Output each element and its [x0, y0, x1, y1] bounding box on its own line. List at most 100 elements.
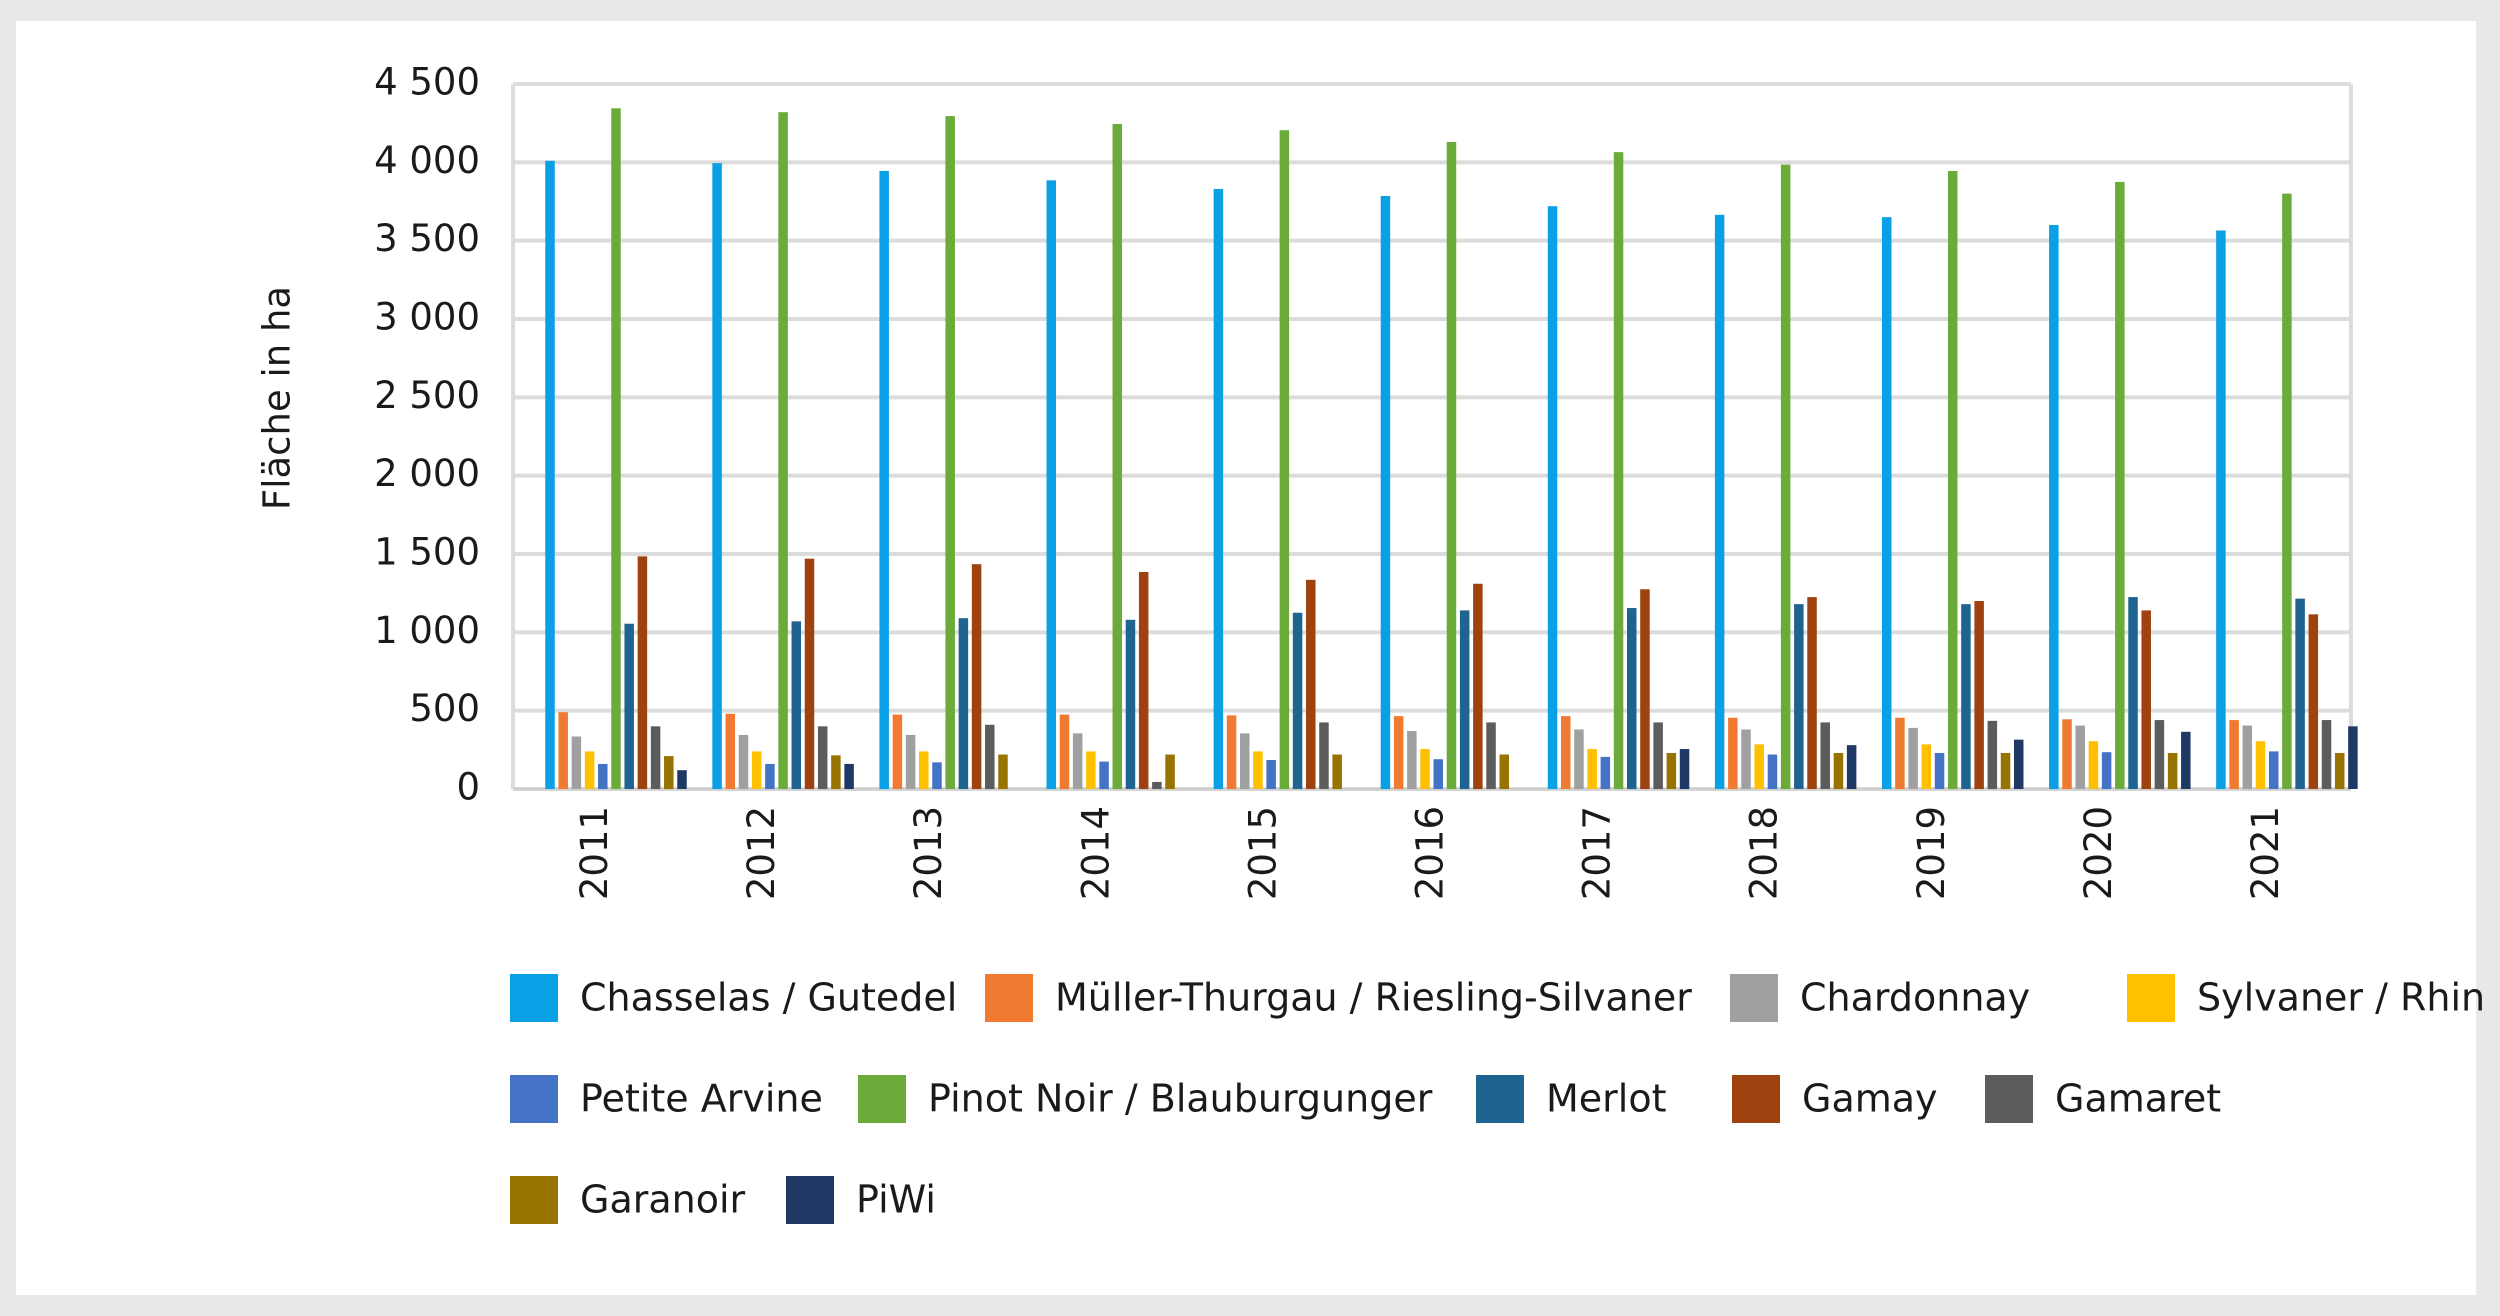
bar [1587, 749, 1597, 789]
legend-item: Petite Arvine [510, 1075, 823, 1123]
bar [1072, 733, 1083, 789]
bar [2334, 752, 2345, 789]
bar [677, 770, 687, 789]
legend-item: Merlot [1476, 1075, 1667, 1123]
bar [1213, 188, 1224, 789]
legend-label: PiWi [856, 1178, 936, 1222]
legend-swatch [1985, 1075, 2033, 1123]
legend-label: Chasselas / Gutedel [580, 976, 957, 1020]
bar [1459, 610, 1470, 789]
bar [1820, 722, 1830, 789]
bar [1987, 720, 1998, 789]
y-tick-label: 3 000 [374, 296, 480, 339]
bar [1714, 214, 1725, 790]
bar [1560, 716, 1571, 789]
bar [2049, 225, 2059, 789]
legend-label: Pinot Noir / Blauburgunger [928, 1077, 1433, 1121]
x-tick-label: 2018 [1743, 806, 1786, 900]
bar [1767, 754, 1778, 789]
legend-swatch [1476, 1075, 1524, 1123]
bar [1332, 754, 1342, 789]
bar [1547, 206, 1558, 789]
y-tick-label: 4 500 [374, 61, 480, 104]
bar [2013, 739, 2024, 789]
bar [2268, 751, 2279, 789]
bar [919, 751, 929, 789]
bar [2308, 614, 2319, 789]
bar [892, 714, 903, 789]
bar [1226, 715, 1237, 789]
bar [1600, 756, 1611, 789]
bar [2115, 181, 2125, 789]
legend-item: Gamay [1732, 1075, 1938, 1123]
legend-swatch [510, 974, 558, 1022]
y-tick-label: 4 000 [374, 139, 480, 182]
y-tick-label: 2 500 [374, 374, 480, 417]
bar [545, 160, 555, 789]
legend-label: Garanoir [580, 1178, 746, 1222]
bar [1728, 717, 1738, 789]
bar [817, 726, 828, 789]
bar [1099, 761, 1109, 789]
bar [1473, 583, 1483, 789]
bar [1754, 744, 1764, 789]
bars [545, 108, 2358, 790]
gridlines [511, 82, 2353, 791]
legend-swatch [858, 1075, 906, 1123]
legend-swatch [510, 1075, 558, 1123]
legend-item: Müller-Thurgau / Riesling-Silvaner [985, 974, 1692, 1022]
bar [664, 756, 674, 789]
bar [2229, 720, 2239, 789]
legend-label: Merlot [1546, 1077, 1667, 1121]
x-tick-label: 2021 [2244, 806, 2287, 900]
legend-swatch [985, 974, 1033, 1022]
x-tick-label: 2014 [1074, 806, 1117, 900]
legend-item: Gamaret [1985, 1075, 2221, 1123]
bar [1666, 752, 1677, 789]
bar [1393, 716, 1404, 789]
legend-swatch [2127, 974, 2175, 1022]
bar [2181, 731, 2191, 789]
bar [2167, 752, 2178, 789]
bar [2101, 752, 2112, 789]
bar [1934, 752, 1945, 789]
legend-label: Chardonnay [1800, 976, 2030, 1020]
y-tick-label: 1 000 [374, 609, 480, 652]
bar [985, 724, 995, 789]
bar [2255, 741, 2266, 789]
bar [1112, 123, 1123, 789]
bar [1420, 749, 1430, 789]
bar [1780, 164, 1791, 789]
bar [2141, 610, 2151, 789]
bar [945, 116, 955, 789]
legend-swatch [786, 1176, 834, 1224]
bar [958, 618, 969, 789]
bar [1266, 760, 1276, 789]
bar [1626, 608, 1637, 789]
bar [1433, 759, 1444, 789]
bar [791, 621, 802, 789]
bar [1446, 141, 1457, 789]
bar [637, 556, 648, 789]
y-tick-label: 500 [409, 687, 480, 730]
legend-swatch [510, 1176, 558, 1224]
bar [2075, 725, 2085, 789]
bar [624, 623, 634, 789]
bar [712, 163, 722, 789]
x-tick-label: 2013 [907, 806, 950, 900]
bar [2348, 726, 2358, 789]
legend-label: Müller-Thurgau / Riesling-Silvaner [1055, 976, 1692, 1020]
bar [751, 751, 762, 789]
bar [1407, 731, 1417, 789]
bar [1279, 130, 1290, 789]
bar [2242, 725, 2253, 789]
bar [2088, 741, 2099, 789]
bar [1947, 170, 1958, 789]
bar [932, 762, 942, 789]
legend-label: Sylvaner / Rhin [2197, 976, 2485, 1020]
bar [1046, 180, 1057, 790]
bar [1846, 745, 1857, 789]
x-tick-label: 2017 [1576, 806, 1619, 900]
legend-item: Sylvaner / Rhin [2127, 974, 2485, 1022]
